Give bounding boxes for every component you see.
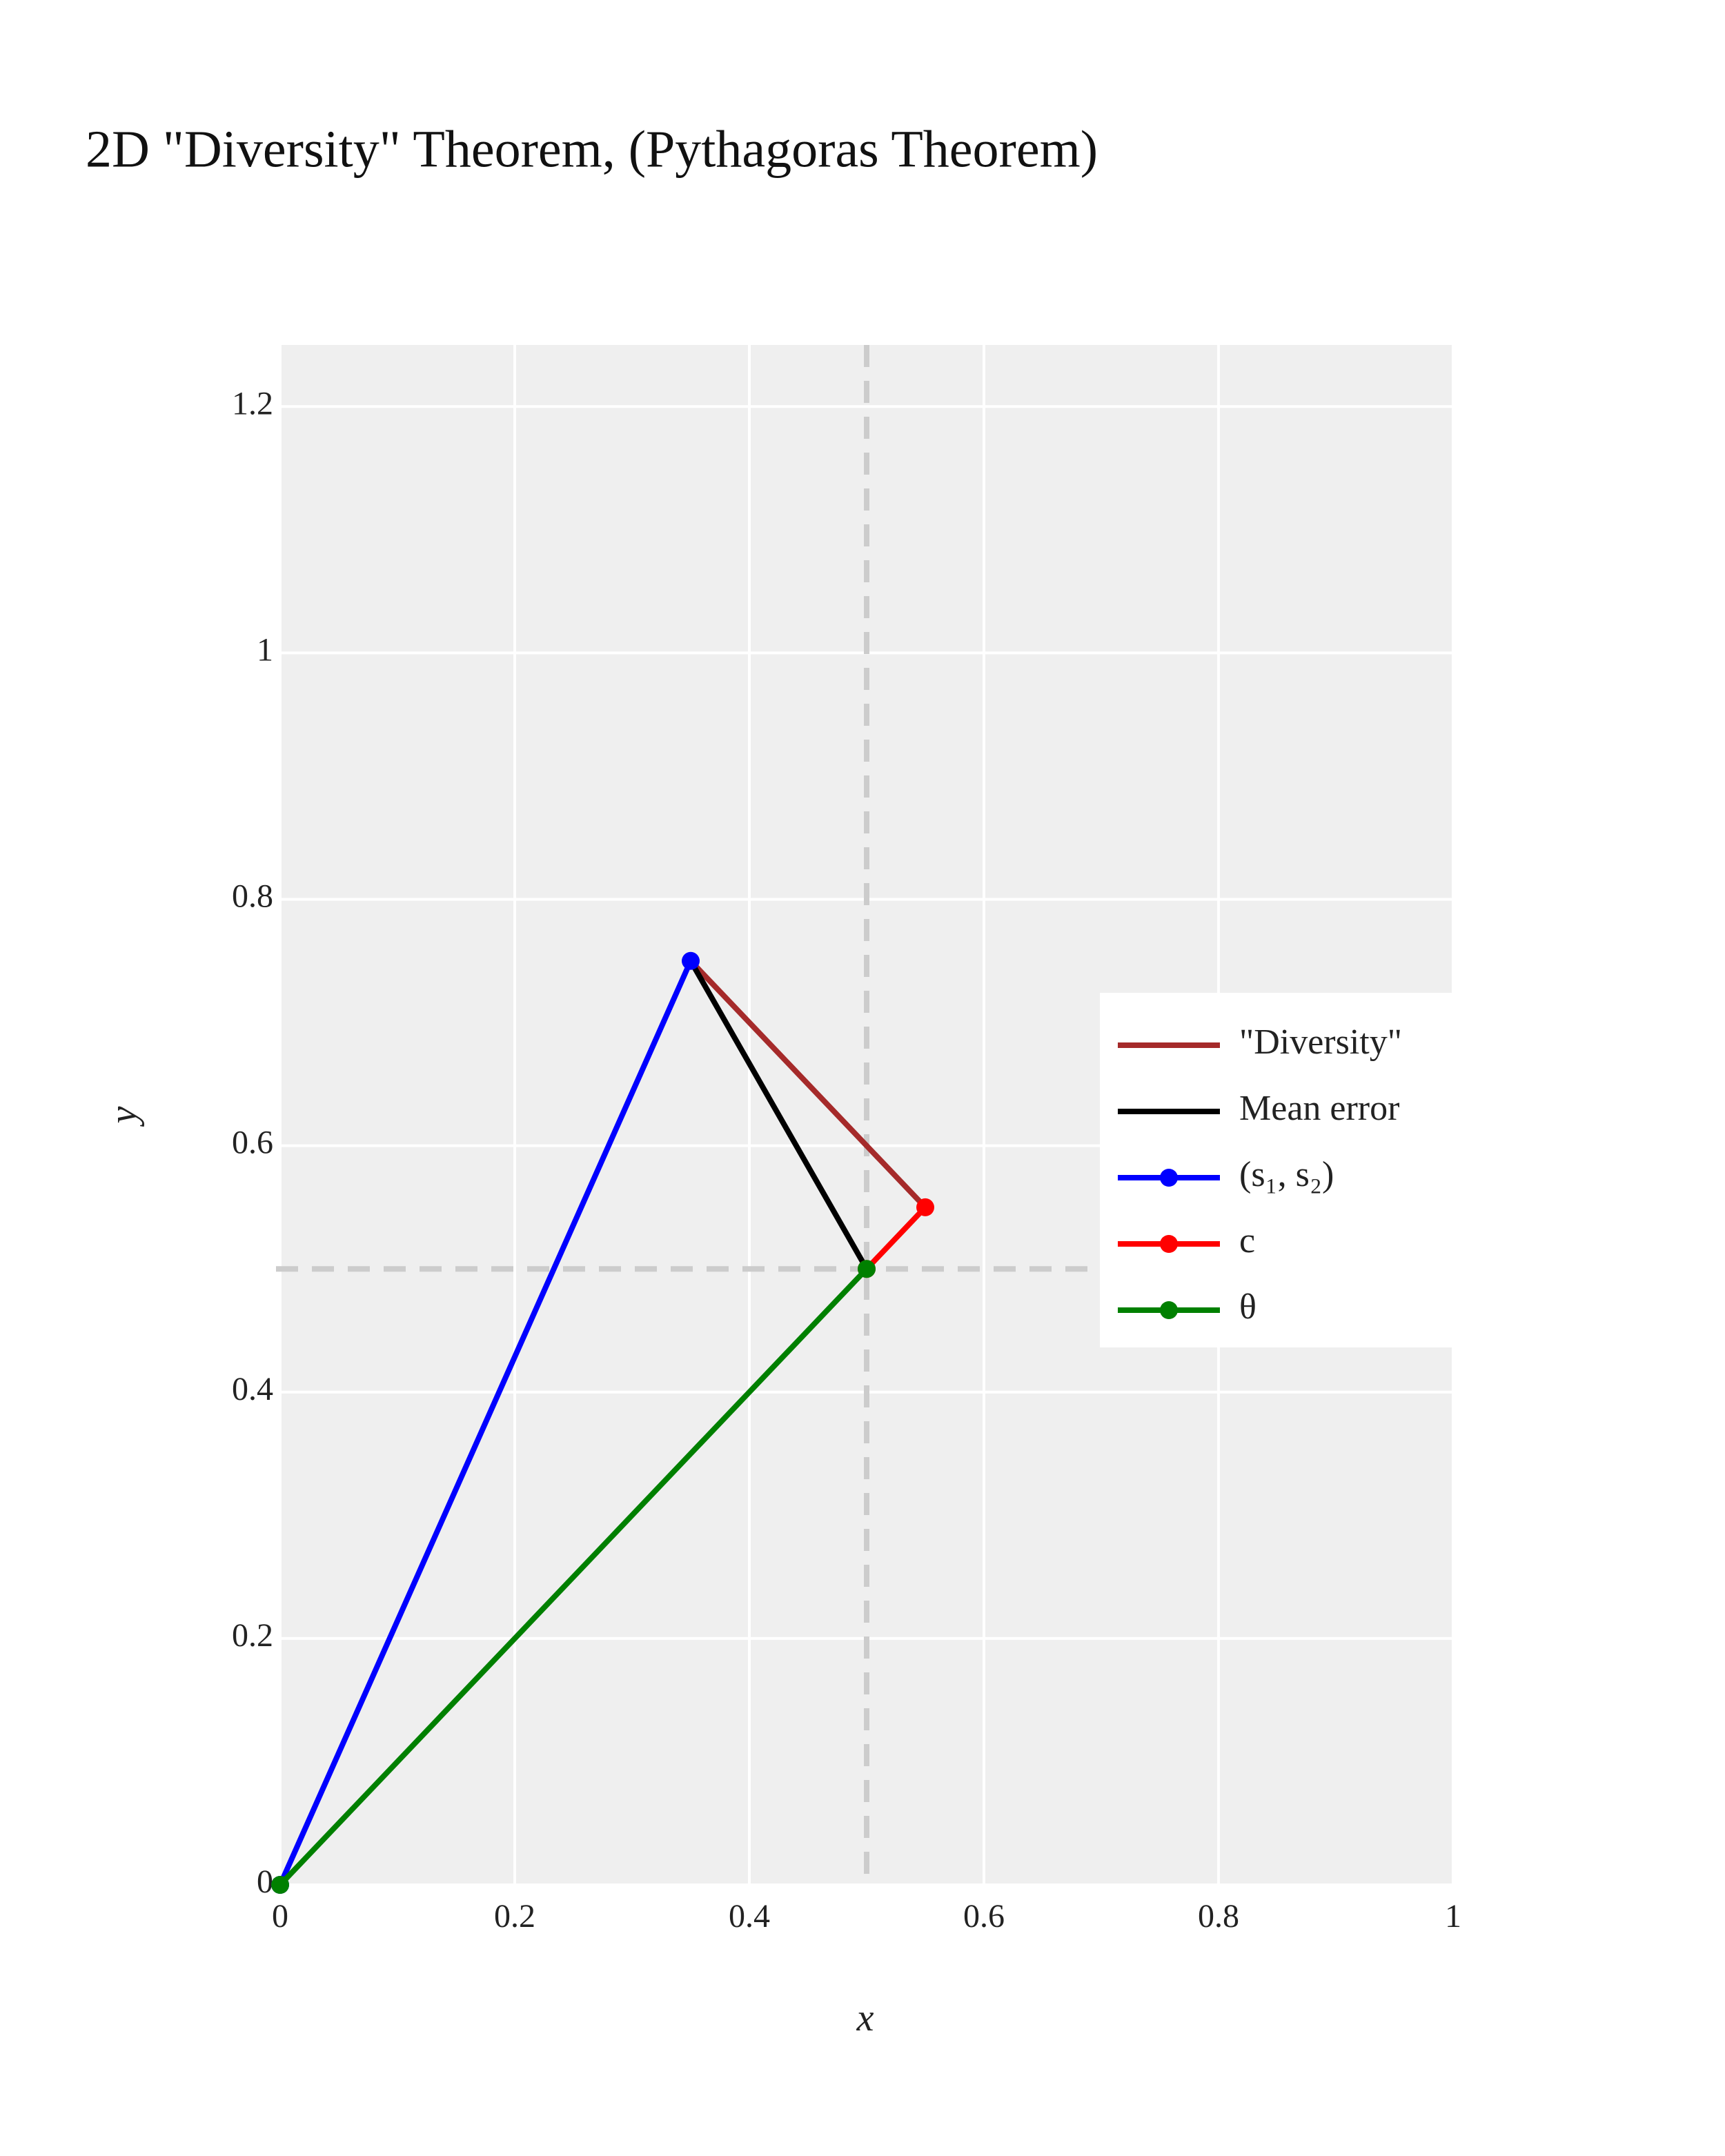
- x-tick-label: 0: [272, 1898, 288, 1935]
- x-tick-label: 0.6: [963, 1898, 1005, 1935]
- legend-label: "Diversity": [1239, 1022, 1402, 1062]
- y-tick-label: 0.6: [232, 1125, 273, 1161]
- series-line: [277, 960, 693, 1886]
- legend-marker: [1160, 1235, 1178, 1253]
- series-line: [278, 1267, 869, 1887]
- series-marker: [271, 1876, 289, 1894]
- legend-label: Mean error: [1239, 1089, 1399, 1128]
- series-line: [865, 1205, 927, 1271]
- y-tick-label: 0.2: [232, 1617, 273, 1654]
- chart-title: 2D "Diversity" Theorem, (Pythagoras Theo…: [86, 120, 1098, 178]
- series-line: [688, 959, 869, 1271]
- y-tick-label: 0: [257, 1863, 273, 1900]
- legend-label: (s₁, s₂): [1239, 1155, 1334, 1194]
- y-axis-label: y: [102, 1106, 145, 1127]
- series-marker: [858, 1260, 876, 1278]
- series-line: [689, 959, 927, 1209]
- y-tick-label: 1.2: [232, 385, 273, 422]
- legend-marker: [1160, 1169, 1178, 1187]
- legend-label: c: [1239, 1221, 1255, 1260]
- y-tick-label: 0.4: [232, 1371, 273, 1407]
- y-tick-label: 1: [257, 631, 273, 668]
- x-axis-label: x: [856, 1997, 874, 2039]
- series-marker: [682, 951, 700, 970]
- x-tick-label: 0.2: [494, 1898, 535, 1935]
- series-marker: [916, 1198, 934, 1216]
- x-tick-label: 0.4: [729, 1898, 770, 1935]
- legend-box: [1100, 993, 1453, 1347]
- legend-marker: [1160, 1301, 1178, 1319]
- y-tick-label: 0.8: [232, 878, 273, 915]
- x-tick-label: 1: [1445, 1898, 1461, 1935]
- legend-label: θ: [1239, 1287, 1256, 1327]
- x-tick-label: 0.8: [1198, 1898, 1239, 1935]
